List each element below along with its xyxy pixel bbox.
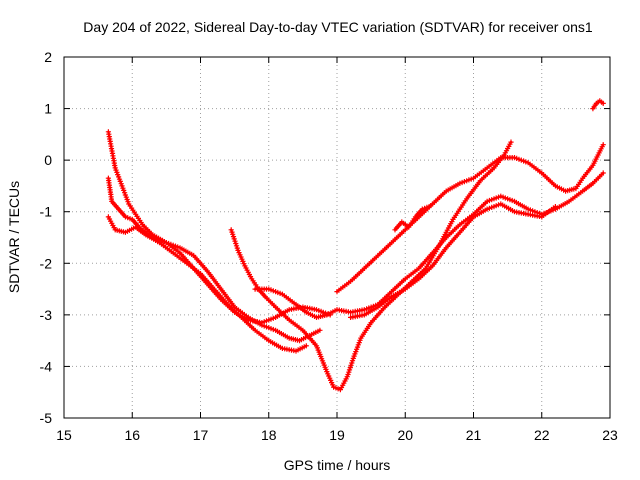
y-tick-label: 1	[44, 101, 52, 117]
series-track	[105, 175, 333, 326]
y-tick-labels: -5 -4 -3 -2 -1 0 1 2	[40, 49, 53, 426]
series-line	[253, 171, 605, 319]
y-tick-label: -5	[40, 410, 53, 426]
x-tick-label: 22	[534, 427, 550, 443]
x-tick-label: 20	[397, 427, 413, 443]
series-layer	[105, 98, 606, 393]
series-line	[107, 176, 332, 324]
x-tick-label: 18	[261, 427, 277, 443]
x-tick-label: 15	[56, 427, 72, 443]
series-track	[105, 129, 323, 344]
x-axis-label: GPS time / hours	[284, 457, 391, 473]
series-track	[334, 142, 606, 295]
series-markers	[590, 98, 606, 112]
series-track	[105, 214, 309, 354]
series-track	[590, 98, 606, 112]
series-markers	[228, 139, 514, 393]
x-tick-label: 19	[329, 427, 345, 443]
series-markers	[105, 214, 309, 354]
series-markers	[392, 204, 432, 233]
x-tick-label: 16	[124, 427, 140, 443]
series-track	[348, 201, 558, 320]
y-tick-label: -1	[40, 204, 53, 220]
series-markers	[105, 175, 333, 326]
y-tick-label: -3	[40, 307, 53, 323]
series-markers	[334, 142, 606, 295]
chart-title: Day 204 of 2022, Sidereal Day-to-day VTE…	[83, 19, 593, 35]
series-markers	[252, 170, 606, 320]
tick-layer	[63, 56, 611, 419]
y-tick-label: -2	[40, 255, 53, 271]
x-tick-label: 21	[466, 427, 482, 443]
series-markers	[105, 129, 323, 344]
y-axis-label: SDTVAR / TECUs	[6, 181, 22, 293]
y-tick-label: 0	[44, 152, 52, 168]
grid-layer	[64, 57, 610, 418]
x-tick-label: 17	[193, 427, 209, 443]
series-track	[228, 139, 514, 393]
series-track	[392, 204, 432, 233]
x-tick-label: 23	[602, 427, 618, 443]
series-track	[252, 170, 606, 320]
y-tick-label: 2	[44, 49, 52, 65]
series-markers	[348, 201, 558, 320]
y-tick-label: -4	[40, 358, 53, 374]
x-tick-labels: 15 16 17 18 19 20 21 22 23	[56, 427, 618, 443]
